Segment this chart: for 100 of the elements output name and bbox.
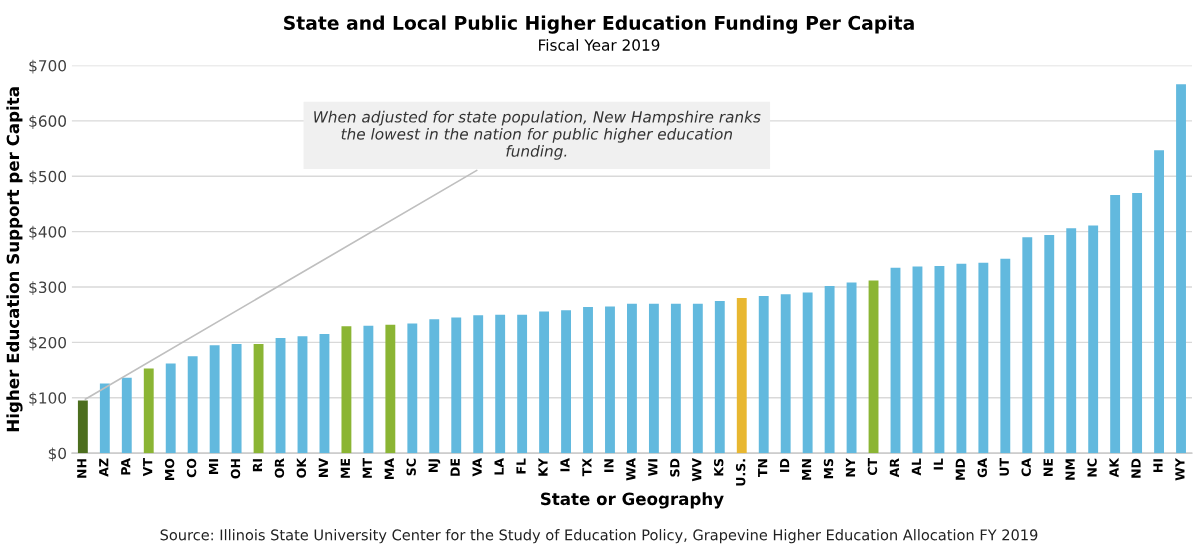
x-tick-label: IL xyxy=(933,458,943,470)
bar xyxy=(670,303,681,454)
bar xyxy=(187,356,198,454)
bar xyxy=(714,300,725,454)
bar xyxy=(627,303,637,454)
bar xyxy=(121,377,132,454)
x-tick-label: FL xyxy=(516,458,526,474)
x-tick-label: MA xyxy=(384,458,394,480)
bar xyxy=(824,285,835,454)
x-tick-label: NH xyxy=(77,459,87,478)
y-tick-label: $600 xyxy=(29,115,66,129)
bar xyxy=(758,295,769,454)
chart-title: State and Local Public Higher Education Funding Per Capita xyxy=(284,15,914,34)
x-tick-label: SC xyxy=(406,458,416,476)
bar xyxy=(165,363,176,454)
bar xyxy=(1088,225,1099,454)
bar xyxy=(978,262,989,454)
source-note: Source: Illinois State University Center for the Study of Education Policy, Grapevine Higher Education Allocation FY 2019 xyxy=(160,529,1038,544)
x-tick-label: IA xyxy=(560,458,570,472)
x-tick-label: ND xyxy=(1131,458,1141,478)
x-tick-label: VT xyxy=(143,458,153,477)
x-tick-label: PA xyxy=(121,458,131,475)
bar xyxy=(561,310,571,454)
x-axis-title: State or Geography xyxy=(541,492,724,509)
x-tick-label: U.S. xyxy=(735,459,746,486)
bar xyxy=(341,326,352,454)
bar xyxy=(275,337,286,454)
x-tick-label: MO xyxy=(164,458,175,480)
bar xyxy=(890,267,901,454)
bar xyxy=(231,344,242,454)
x-tick-label: UT xyxy=(999,458,1009,476)
y-tick-label: $200 xyxy=(29,336,66,351)
bar xyxy=(692,303,703,454)
y-tick-label: $700 xyxy=(29,59,66,74)
x-tick-label: NY xyxy=(845,457,856,477)
x-tick-label: WY xyxy=(1175,457,1185,481)
bar xyxy=(77,400,88,454)
x-tick-label: KY xyxy=(538,457,548,476)
bar xyxy=(253,344,264,454)
x-tick-label: NM xyxy=(1065,459,1075,480)
bar xyxy=(363,325,374,454)
x-tick-label: MI xyxy=(208,459,219,474)
x-tick-label: TN xyxy=(758,459,768,477)
x-tick-label: HI xyxy=(1153,459,1163,472)
bar xyxy=(912,266,923,454)
bar xyxy=(956,263,967,454)
x-tick-label: NJ xyxy=(428,459,441,472)
x-tick-label: MN xyxy=(801,459,812,480)
x-tick-label: WA xyxy=(626,458,636,481)
bar xyxy=(802,292,813,454)
bar xyxy=(736,298,747,454)
bar xyxy=(143,368,154,454)
x-tick-label: OR xyxy=(274,458,285,478)
bar xyxy=(319,334,330,454)
x-tick-label: VA xyxy=(472,458,482,477)
x-tick-label: CT xyxy=(867,458,878,476)
bar xyxy=(385,324,396,454)
bar xyxy=(846,282,857,454)
bar xyxy=(1044,234,1055,454)
chart-subtitle: Fiscal Year 2019 xyxy=(539,39,660,51)
bar xyxy=(1176,84,1186,454)
x-tick-label: IN xyxy=(604,459,614,472)
bar xyxy=(1022,237,1033,454)
x-tick-label: CO xyxy=(186,458,197,478)
x-tick-label: NE xyxy=(1043,458,1053,476)
x-tick-label: ME xyxy=(340,458,350,478)
y-tick-label: $400 xyxy=(29,225,66,240)
bar xyxy=(539,311,550,454)
x-tick-label: AR xyxy=(889,458,899,478)
x-tick-label: OH xyxy=(230,459,241,479)
x-tick-label: NC xyxy=(1087,458,1097,477)
bar xyxy=(583,306,593,454)
x-tick-label: SD xyxy=(670,458,680,477)
x-tick-label: KS xyxy=(713,458,724,476)
x-tick-label: GA xyxy=(977,458,987,478)
x-tick-label: AK xyxy=(1109,457,1119,478)
bar xyxy=(868,280,879,454)
bar xyxy=(934,266,945,454)
x-tick-label: DE xyxy=(450,458,460,476)
x-tick-label: WI xyxy=(648,459,658,477)
bar xyxy=(605,306,615,454)
bar xyxy=(1000,258,1011,454)
y-tick-label: $500 xyxy=(29,170,66,185)
y-tick-label: $300 xyxy=(29,281,66,296)
y-tick-label: $0 xyxy=(48,447,66,462)
annotation: When adjusted for state population, New Hampshire ranks the lowest in the nation for public higher education funding. xyxy=(314,110,761,160)
bar xyxy=(209,345,220,454)
bar xyxy=(429,319,440,454)
x-tick-label: RI xyxy=(252,459,263,472)
bar xyxy=(1132,192,1143,454)
bar xyxy=(297,336,308,454)
y-axis-title: Higher Education Support per Capita xyxy=(6,87,23,432)
bar xyxy=(1154,150,1165,454)
bar xyxy=(517,314,528,454)
x-tick-label: NV xyxy=(318,458,328,478)
y-tick-label: $100 xyxy=(29,392,66,406)
x-tick-label: MD xyxy=(955,458,965,480)
x-tick-label: LA xyxy=(494,458,504,475)
bar xyxy=(1066,228,1077,454)
x-tick-label: AL xyxy=(911,458,921,476)
